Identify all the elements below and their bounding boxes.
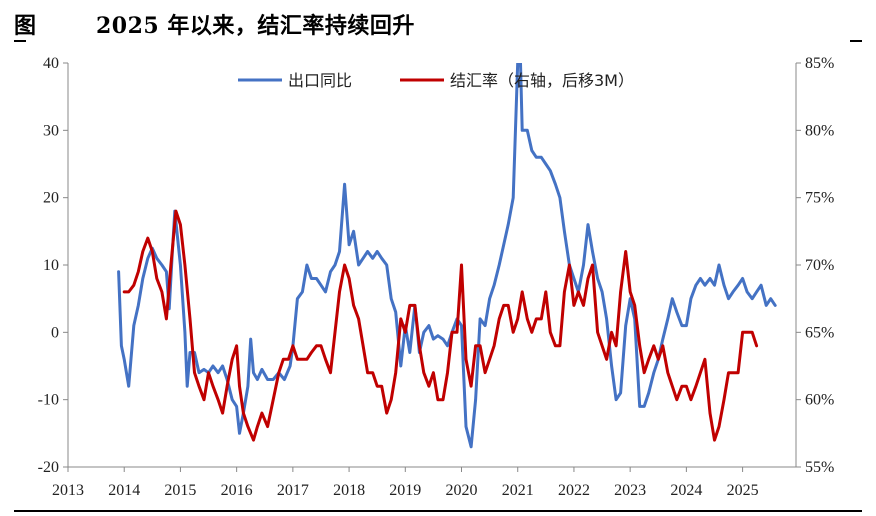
x-tick-label: 2020 xyxy=(446,482,478,499)
figure-label: 图 xyxy=(14,13,37,39)
x-tick-label: 2013 xyxy=(52,482,84,499)
legend-item-fx-settlement-rate-label: 结汇率（右轴，后移3M） xyxy=(450,71,634,90)
y-left-tick-label: 0 xyxy=(51,324,59,341)
x-tick-label: 2022 xyxy=(558,482,590,499)
y-right-tick-label: 60% xyxy=(805,392,834,409)
title-rule-left xyxy=(14,40,26,42)
chart-title: 2025 年以来，结汇率持续回升 xyxy=(96,13,415,39)
x-tick-label: 2015 xyxy=(164,482,196,499)
y-left-tick-label: 30 xyxy=(43,122,59,139)
y-right-tick-label: 80% xyxy=(805,122,834,139)
y-right-tick-label: 75% xyxy=(805,190,834,207)
x-tick-label: 2025 xyxy=(727,482,759,499)
y-left-tick-label: -20 xyxy=(38,459,59,476)
figure-header: 图 2025 年以来，结汇率持续回升 xyxy=(0,0,876,44)
y-left-tick-label: -10 xyxy=(38,392,59,409)
y-left-tick-label: 20 xyxy=(43,190,59,207)
y-right-tick-label: 55% xyxy=(805,459,834,476)
x-tick-label: 2023 xyxy=(614,482,646,499)
x-tick-label: 2016 xyxy=(221,482,253,499)
x-tick-label: 2021 xyxy=(502,482,534,499)
title-rule-right xyxy=(850,40,862,42)
series-line-export-yoy xyxy=(117,63,777,449)
x-tick-label: 2024 xyxy=(670,482,702,499)
x-tick-label: 2019 xyxy=(389,482,421,499)
y-right-tick-label: 85% xyxy=(805,55,834,72)
legend-item-export-yoy-label: 出口同比 xyxy=(288,71,352,90)
x-tick-label: 2014 xyxy=(108,482,140,499)
y-right-tick-label: 70% xyxy=(805,257,834,274)
y-left-tick-label: 10 xyxy=(43,257,59,274)
x-tick-label: 2018 xyxy=(333,482,365,499)
x-tick-label: 2017 xyxy=(277,482,309,499)
bottom-rule xyxy=(14,510,862,512)
y-left-tick-label: 40 xyxy=(43,55,59,72)
y-right-tick-label: 65% xyxy=(805,324,834,341)
series-line-fx-settlement-rate xyxy=(122,209,759,442)
